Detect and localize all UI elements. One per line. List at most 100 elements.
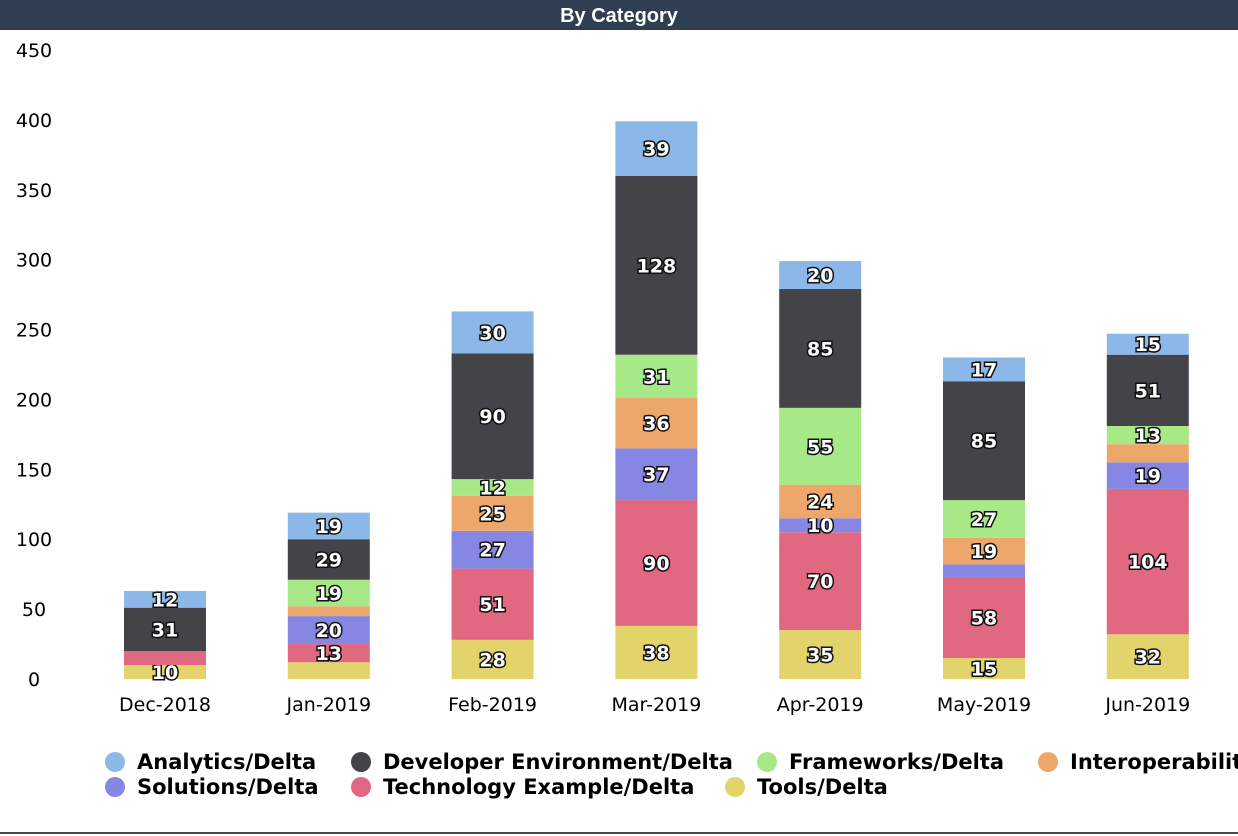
bar-segment bbox=[779, 518, 862, 533]
data-label: 25 bbox=[479, 503, 505, 525]
bar-segment bbox=[287, 616, 370, 645]
bar-segment bbox=[1106, 488, 1189, 635]
legend-swatch bbox=[1038, 752, 1058, 772]
bar-segment bbox=[779, 289, 862, 408]
data-label: 20 bbox=[807, 265, 833, 287]
data-label: 90 bbox=[643, 553, 669, 575]
data-label: 17 bbox=[971, 359, 997, 381]
data-label: 31 bbox=[152, 619, 178, 641]
legend-swatch bbox=[351, 752, 371, 772]
x-tick-label: Jan-2019 bbox=[286, 694, 372, 716]
bar-segment bbox=[451, 530, 534, 569]
bar-segment bbox=[287, 512, 370, 540]
bar-segment bbox=[1106, 426, 1189, 445]
chart-header: By Category bbox=[0, 0, 1238, 32]
bar-segment bbox=[615, 175, 698, 355]
bar-segment bbox=[779, 484, 862, 519]
legend-label: Tools/Delta bbox=[757, 775, 888, 799]
bar-segment bbox=[451, 639, 534, 679]
bar-segment bbox=[451, 568, 534, 640]
legend-label: Technology Example/Delta bbox=[383, 775, 694, 799]
data-label: 29 bbox=[316, 549, 342, 571]
bar-segment bbox=[943, 537, 1025, 565]
x-tick-label: Jun-2019 bbox=[1104, 694, 1190, 716]
y-tick-label: 450 bbox=[16, 40, 52, 62]
data-label: 12 bbox=[479, 478, 505, 500]
legend-label: Frameworks/Delta bbox=[789, 750, 1004, 774]
bar-segment bbox=[1106, 444, 1189, 463]
data-label: 27 bbox=[479, 540, 505, 562]
bar-segment bbox=[615, 398, 698, 449]
bar-segment bbox=[287, 662, 370, 679]
bar-segment bbox=[779, 630, 862, 679]
bar-segment bbox=[1106, 333, 1189, 355]
bar-segment bbox=[943, 658, 1025, 679]
data-label: 51 bbox=[479, 594, 505, 616]
legend-swatch bbox=[351, 777, 371, 797]
legend-label: Developer Environment/Delta bbox=[383, 750, 733, 774]
data-label: 104 bbox=[1128, 552, 1168, 574]
data-label: 39 bbox=[643, 139, 669, 161]
data-label: 13 bbox=[1135, 425, 1161, 447]
y-tick-label: 200 bbox=[16, 389, 52, 411]
data-label: 13 bbox=[316, 643, 342, 665]
legend-label: Interoperability/Delta bbox=[1070, 750, 1238, 774]
data-label: 37 bbox=[643, 464, 669, 486]
x-tick-label: Dec-2018 bbox=[119, 694, 211, 716]
data-label: 35 bbox=[807, 645, 833, 667]
legend-label: Analytics/Delta bbox=[137, 750, 316, 774]
bar-segment bbox=[124, 607, 206, 652]
y-tick-label: 350 bbox=[16, 180, 52, 202]
bar-segment bbox=[1106, 634, 1189, 679]
bottom-divider bbox=[0, 832, 1238, 834]
legend-swatch bbox=[105, 777, 125, 797]
data-label: 12 bbox=[152, 589, 178, 611]
bar-segment bbox=[779, 532, 862, 631]
data-label: 90 bbox=[479, 406, 505, 428]
bar-segment bbox=[943, 576, 1025, 659]
bar-segment bbox=[943, 357, 1025, 382]
data-label: 128 bbox=[637, 255, 677, 277]
data-label: 10 bbox=[807, 515, 833, 537]
bar-segment bbox=[451, 311, 534, 354]
bar-segment bbox=[124, 590, 206, 608]
bar-segment bbox=[451, 353, 534, 480]
data-label: 19 bbox=[971, 541, 997, 563]
bar-segment bbox=[451, 495, 534, 531]
data-label: 19 bbox=[316, 583, 342, 605]
y-tick-label: 50 bbox=[22, 599, 46, 621]
legend-swatch bbox=[757, 752, 777, 772]
data-label: 15 bbox=[1135, 334, 1161, 356]
data-label: 85 bbox=[971, 431, 997, 453]
stacked-bar-chart: 0 50 100 150 200 250 300 350 400 450 10 31 12 Dec-201… bbox=[16, 40, 1238, 799]
bar-segment bbox=[943, 564, 1025, 577]
legend-swatch bbox=[725, 777, 745, 797]
x-tick-label: Apr-2019 bbox=[777, 694, 864, 716]
data-label: 70 bbox=[807, 571, 833, 593]
data-label: 36 bbox=[643, 413, 669, 435]
bar-segment bbox=[779, 407, 862, 485]
bar-segment bbox=[615, 500, 698, 626]
bar-segment bbox=[615, 625, 698, 679]
data-label: 20 bbox=[316, 620, 342, 642]
data-label: 15 bbox=[971, 659, 997, 681]
x-tick-label: Mar-2019 bbox=[611, 694, 701, 716]
bar-segment bbox=[287, 539, 370, 580]
data-label: 30 bbox=[479, 322, 505, 344]
bar-segment bbox=[943, 500, 1025, 538]
data-label: 31 bbox=[643, 366, 669, 388]
x-tick-label: May-2019 bbox=[937, 694, 1031, 716]
bar-segment bbox=[943, 381, 1025, 501]
bar-segment bbox=[451, 479, 534, 496]
bar-segment bbox=[779, 261, 862, 290]
bar-segment bbox=[1106, 354, 1189, 427]
bar-segment bbox=[615, 121, 698, 176]
data-label: 10 bbox=[152, 662, 178, 684]
y-tick-label: 0 bbox=[28, 669, 40, 691]
chart-title: By Category bbox=[560, 5, 678, 27]
bar-segment bbox=[287, 606, 370, 617]
data-label: 19 bbox=[316, 516, 342, 538]
bar-segment bbox=[615, 354, 698, 399]
y-tick-label: 250 bbox=[16, 320, 52, 342]
legend-label: Solutions/Delta bbox=[137, 775, 319, 799]
